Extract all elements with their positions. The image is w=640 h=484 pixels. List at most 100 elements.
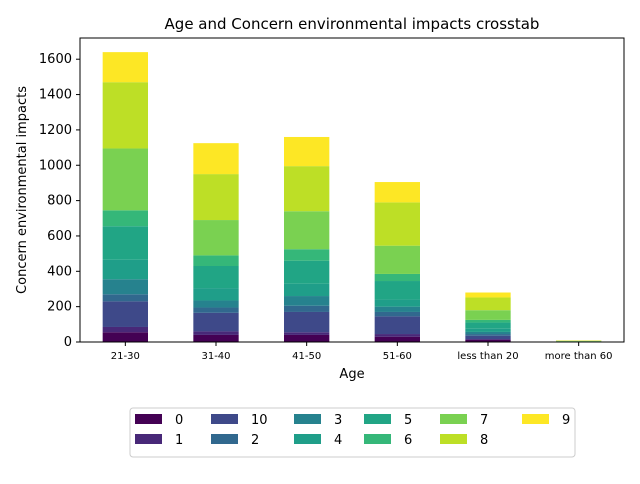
bar-segment-3-41-50: [284, 296, 329, 306]
bar-segment-4-31-40: [193, 288, 238, 300]
legend-swatch: [364, 414, 391, 424]
y-tick-label: 800: [47, 194, 72, 209]
legend-label: 6: [404, 433, 412, 448]
bar-segment-1-41-50: [284, 332, 329, 335]
bar-segment-9-31-40: [193, 143, 238, 174]
legend-label: 0: [175, 413, 183, 428]
bar-segment-1-51-60: [375, 334, 420, 337]
bar-segment-8-51-60: [375, 202, 420, 245]
x-axis-label: Age: [339, 367, 364, 382]
legend-label: 7: [480, 413, 488, 428]
bar-segment-7-51-60: [375, 246, 420, 274]
bar-segment-9-51-60: [375, 182, 420, 202]
bar-segment-3-21-30: [103, 279, 148, 294]
bar-segment-1-31-40: [193, 331, 238, 335]
legend-swatch: [440, 434, 467, 444]
bar-segment-6-51-60: [375, 274, 420, 281]
bar-segment-4-51-60: [375, 300, 420, 307]
y-tick-label: 1000: [39, 158, 72, 173]
x-axis: 21-30 31-40 41-50 51-60 less than 20 more tha…: [111, 342, 613, 362]
bar-segment-5-less-than-20: [465, 323, 510, 329]
legend-label: 2: [251, 433, 259, 448]
bar-segment-3-51-60: [375, 307, 420, 312]
bar-segment-4-less-than-20: [465, 329, 510, 332]
legend-swatch: [211, 414, 238, 424]
y-tick-label: 600: [47, 229, 72, 244]
bar-segment-10-51-60: [375, 316, 420, 334]
legend-label: 1: [175, 433, 183, 448]
bar-segment-2-31-40: [193, 308, 238, 313]
bar-segment-8-31-40: [193, 174, 238, 220]
bar-segment-10-less-than-20: [465, 336, 510, 339]
bar-segment-5-41-50: [284, 261, 329, 284]
bar-segment-1-less-than-20: [465, 339, 510, 340]
bar-segment-4-41-50: [284, 284, 329, 296]
bar-segment-6-21-30: [103, 210, 148, 226]
bar-segment-10-21-30: [103, 301, 148, 327]
bar-segment-8-41-50: [284, 166, 329, 211]
legend-swatch: [294, 434, 321, 444]
legend-label: 3: [334, 413, 342, 428]
legend-swatch: [522, 414, 549, 424]
bar-segment-5-21-30: [103, 226, 148, 260]
bar-segment-4-21-30: [103, 260, 148, 279]
y-axis-label: Concern environmental impacts: [15, 86, 30, 294]
bar-segment-9-41-50: [284, 137, 329, 166]
bar-segment-9-21-30: [103, 52, 148, 82]
bar-segment-1-21-30: [103, 327, 148, 332]
y-axis: 0 200 400 600 800 1000 1200 1400 1600: [39, 52, 80, 350]
bar-segment-7-41-50: [284, 211, 329, 249]
y-tick-label: 0: [64, 335, 72, 350]
bar-segment-8-less-than-20: [465, 297, 510, 310]
x-tick-label: 21-30: [111, 351, 140, 362]
x-tick-label: 31-40: [201, 351, 230, 362]
x-tick-label: less than 20: [457, 351, 518, 362]
bars-group: [103, 52, 602, 342]
bar-segment-6-31-40: [193, 255, 238, 266]
x-tick-label: 51-60: [383, 351, 412, 362]
bar-segment-3-31-40: [193, 300, 238, 307]
bar-segment-6-less-than-20: [465, 320, 510, 323]
bar-segment-0-41-50: [284, 335, 329, 342]
bar-segment-10-41-50: [284, 312, 329, 332]
legend-swatch: [135, 434, 162, 444]
legend-swatch: [294, 414, 321, 424]
bar-segment-6-41-50: [284, 249, 329, 260]
bar-segment-2-41-50: [284, 306, 329, 312]
y-tick-label: 1400: [39, 88, 72, 103]
legend-label: 10: [251, 413, 268, 428]
legend-swatch: [440, 414, 467, 424]
bar-segment-8-21-30: [103, 82, 148, 148]
bar-segment-10-31-40: [193, 313, 238, 332]
y-tick-label: 1600: [39, 52, 72, 67]
y-tick-label: 400: [47, 264, 72, 279]
bar-segment-0-21-30: [103, 332, 148, 342]
bar-segment-5-51-60: [375, 281, 420, 300]
legend-label: 4: [334, 433, 342, 448]
bar-segment-2-less-than-20: [465, 334, 510, 336]
legend-swatch: [211, 434, 238, 444]
bar-segment-9-less-than-20: [465, 293, 510, 298]
legend-label: 8: [480, 433, 488, 448]
bar-segment-0-31-40: [193, 335, 238, 342]
legend-label: 9: [562, 413, 570, 428]
y-tick-label: 200: [47, 300, 72, 315]
bar-segment-0-51-60: [375, 337, 420, 342]
x-tick-label: more than 60: [545, 351, 613, 362]
plot-area-frame: [80, 38, 624, 342]
bar-segment-7-31-40: [193, 220, 238, 255]
bar-segment-2-51-60: [375, 312, 420, 316]
y-tick-label: 1200: [39, 123, 72, 138]
legend-swatch: [135, 414, 162, 424]
bar-segment-7-less-than-20: [465, 310, 510, 320]
legend-frame: [130, 408, 575, 457]
bar-segment-5-31-40: [193, 266, 238, 288]
legend: 0 1 10 2 3 4 5 6 7 8 9: [130, 408, 575, 457]
bar-segment-3-less-than-20: [465, 332, 510, 334]
bar-segment-7-21-30: [103, 148, 148, 210]
x-tick-label: 41-50: [292, 351, 321, 362]
legend-swatch: [364, 434, 391, 444]
bar-segment-2-21-30: [103, 294, 148, 301]
legend-label: 5: [404, 413, 412, 428]
